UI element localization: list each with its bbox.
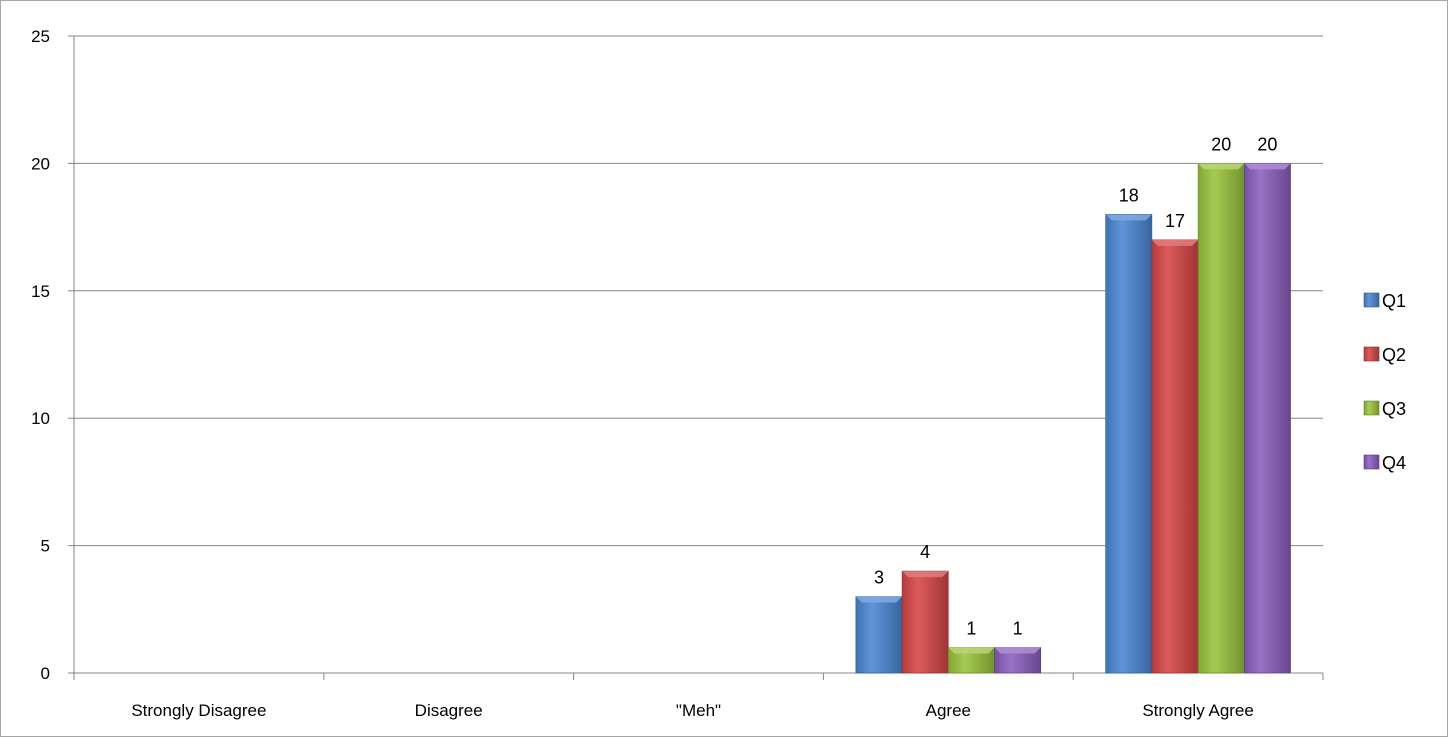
y-tick-label: 20 bbox=[31, 154, 50, 173]
bar-q3-strongly-agree bbox=[1197, 163, 1245, 674]
bar-q1-agree bbox=[855, 596, 903, 674]
data-label-q2-strongly-agree: 17 bbox=[1165, 211, 1185, 231]
x-category-label: Strongly Disagree bbox=[131, 701, 266, 720]
data-label-q3-agree: 1 bbox=[966, 619, 976, 639]
bars bbox=[855, 163, 1291, 674]
bar-q4-strongly-agree bbox=[1244, 163, 1291, 674]
y-tick-label: 0 bbox=[41, 664, 50, 683]
data-label-q1-agree: 3 bbox=[874, 568, 884, 588]
bar-bevel bbox=[1105, 214, 1152, 221]
bar-bevel bbox=[855, 596, 903, 603]
bar-bevel bbox=[1244, 163, 1291, 170]
legend-label-q4: Q4 bbox=[1382, 453, 1406, 473]
legend-label-q2: Q2 bbox=[1382, 345, 1406, 365]
data-label-q2-agree: 4 bbox=[920, 542, 930, 562]
bar-q2-strongly-agree bbox=[1151, 239, 1199, 674]
y-tick-label: 5 bbox=[41, 537, 50, 556]
legend-swatch-q1 bbox=[1363, 292, 1380, 308]
bar-bevel bbox=[902, 571, 949, 578]
data-label-q4-agree: 1 bbox=[1013, 619, 1023, 639]
legend-label-q1: Q1 bbox=[1382, 291, 1406, 311]
bar-bevel bbox=[948, 647, 995, 654]
legend-swatch-q3 bbox=[1363, 400, 1380, 416]
bar-bevel bbox=[994, 647, 1041, 654]
x-category-label: Disagree bbox=[415, 701, 483, 720]
bar-bevel bbox=[1151, 239, 1199, 246]
y-tick-label: 15 bbox=[31, 282, 50, 301]
legend-swatch-q4 bbox=[1363, 454, 1380, 470]
x-category-label: Strongly Agree bbox=[1142, 701, 1254, 720]
data-label-q3-strongly-agree: 20 bbox=[1211, 134, 1231, 154]
bar-q1-strongly-agree bbox=[1105, 214, 1153, 674]
legend-swatch-q2 bbox=[1363, 346, 1380, 362]
data-label-q4-strongly-agree: 20 bbox=[1257, 134, 1277, 154]
y-tick-label: 10 bbox=[31, 409, 50, 428]
legend-label-q3: Q3 bbox=[1382, 399, 1406, 419]
legend: Q1 Q2 Q3 Q4 bbox=[1363, 291, 1406, 473]
bar-q2-agree bbox=[901, 570, 949, 674]
bar-bevel bbox=[1198, 163, 1245, 170]
x-category-label: Agree bbox=[926, 701, 971, 720]
x-category-label: "Meh" bbox=[676, 701, 721, 720]
y-tick-label: 25 bbox=[31, 27, 50, 46]
data-label-q1-strongly-agree: 18 bbox=[1119, 185, 1139, 205]
